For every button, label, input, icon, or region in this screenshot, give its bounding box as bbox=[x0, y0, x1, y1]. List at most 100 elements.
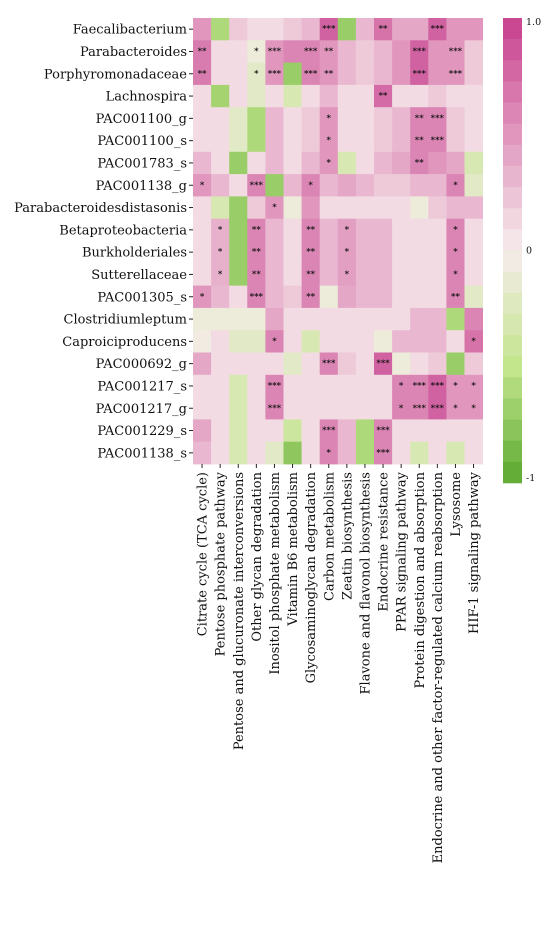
significance-marker: *** bbox=[376, 448, 390, 458]
heatmap-cell bbox=[283, 307, 302, 331]
row-label: Sutterellaceae bbox=[91, 268, 187, 283]
heatmap-cell bbox=[392, 18, 411, 41]
heatmap-cell bbox=[428, 397, 447, 420]
column-label: Endocrine and other factor-regulated cal… bbox=[431, 471, 446, 863]
heatmap-cell bbox=[355, 40, 375, 63]
heatmap-cell bbox=[301, 129, 321, 153]
heatmap-cell bbox=[283, 174, 302, 197]
heatmap-cell bbox=[229, 129, 248, 153]
heatmap-cell bbox=[211, 307, 230, 331]
heatmap-cell bbox=[355, 330, 375, 353]
heatmap-cell bbox=[446, 40, 465, 63]
heatmap-cell bbox=[319, 441, 339, 465]
significance-marker: * bbox=[453, 381, 458, 391]
heatmap-cell bbox=[265, 263, 284, 286]
row-label: PAC000692_g bbox=[96, 357, 187, 372]
heatmap-cell bbox=[392, 107, 411, 130]
heatmap-cell bbox=[283, 218, 302, 242]
heatmap-cell bbox=[392, 129, 411, 153]
significance-marker: * bbox=[453, 247, 458, 257]
row-labels: Faecalibacterium Parabacteroides Porphyrom… bbox=[14, 23, 193, 461]
row-label: PAC001229_s bbox=[97, 424, 187, 439]
heatmap-cell bbox=[283, 241, 302, 264]
heatmap-cell bbox=[247, 263, 266, 286]
heatmap-cell bbox=[410, 352, 429, 376]
heatmap-cell bbox=[193, 84, 212, 108]
heatmap-cell bbox=[337, 374, 357, 398]
heatmap-cell bbox=[410, 441, 429, 465]
colorbar-step bbox=[503, 123, 522, 146]
significance-marker: *** bbox=[376, 359, 390, 369]
heatmap-cell bbox=[337, 241, 357, 264]
significance-marker: *** bbox=[431, 403, 445, 413]
significance-marker: ** bbox=[324, 69, 333, 79]
heatmap-cell bbox=[265, 218, 284, 242]
heatmap-cell bbox=[355, 352, 375, 376]
heatmap-cell bbox=[428, 40, 447, 63]
column-label: Inositol phosphate metabolism bbox=[268, 472, 283, 675]
heatmap-cell bbox=[229, 285, 248, 309]
heatmap-cell bbox=[265, 397, 284, 420]
heatmap-cell bbox=[374, 40, 393, 63]
significance-marker: * bbox=[200, 292, 205, 302]
heatmap-cell bbox=[464, 241, 483, 264]
heatmap-cell bbox=[446, 330, 465, 353]
heatmap-cell bbox=[355, 263, 375, 286]
heatmap-cell bbox=[193, 18, 212, 41]
heatmap-cell bbox=[301, 352, 321, 376]
heatmap-cell bbox=[428, 330, 447, 353]
heatmap-cell bbox=[446, 62, 465, 86]
heatmap-cell bbox=[392, 84, 411, 108]
heatmap-cell bbox=[283, 107, 302, 130]
heatmap-cell bbox=[464, 307, 483, 331]
heatmap-cell bbox=[355, 241, 375, 264]
significance-marker: *** bbox=[413, 46, 427, 56]
significance-marker: *** bbox=[322, 24, 336, 34]
heatmap-cell bbox=[211, 441, 230, 465]
heatmap-cell bbox=[193, 218, 212, 242]
heatmap-cell bbox=[355, 84, 375, 108]
heatmap-cell bbox=[301, 174, 321, 197]
heatmap-cell bbox=[193, 40, 212, 63]
heatmap-cell bbox=[211, 196, 230, 220]
heatmap-cell bbox=[265, 196, 284, 220]
heatmap-cell bbox=[265, 174, 284, 197]
heatmap-cell bbox=[193, 129, 212, 153]
heatmap-cell bbox=[410, 174, 429, 197]
heatmap-cell bbox=[283, 330, 302, 353]
heatmap-cell bbox=[410, 62, 429, 86]
significance-marker: *** bbox=[250, 180, 264, 190]
heatmap-cell bbox=[247, 84, 266, 108]
heatmap-cell bbox=[247, 129, 266, 153]
heatmap-cell bbox=[446, 151, 465, 175]
heatmap-cell bbox=[301, 307, 321, 331]
heatmap-cell bbox=[446, 241, 465, 264]
heatmap-cell bbox=[410, 419, 429, 443]
heatmap-cell bbox=[428, 241, 447, 264]
heatmap-cell bbox=[410, 397, 429, 420]
heatmap-cell bbox=[211, 18, 230, 41]
heatmap-cell bbox=[247, 241, 266, 264]
heatmap-cell bbox=[355, 62, 375, 86]
heatmap-cell bbox=[301, 107, 321, 130]
heatmap-cell bbox=[193, 374, 212, 398]
heatmap-cell bbox=[428, 62, 447, 86]
significance-marker: *** bbox=[431, 136, 445, 146]
heatmap-cell bbox=[193, 196, 212, 220]
heatmap-cell bbox=[446, 84, 465, 108]
significance-marker: * bbox=[327, 448, 332, 458]
significance-marker: * bbox=[345, 269, 350, 279]
heatmap-cell bbox=[229, 151, 248, 175]
heatmap-cell bbox=[211, 174, 230, 197]
row-label: Porphyromonadaceae bbox=[44, 67, 187, 82]
heatmap-cell bbox=[392, 196, 411, 220]
significance-marker: *** bbox=[449, 69, 463, 79]
heatmap-cell bbox=[392, 352, 411, 376]
heatmap-cell bbox=[428, 174, 447, 197]
heatmap-cell bbox=[410, 84, 429, 108]
row-label: PAC001305_s bbox=[97, 290, 187, 305]
heatmap-cell bbox=[211, 374, 230, 398]
significance-marker: * bbox=[471, 381, 476, 391]
